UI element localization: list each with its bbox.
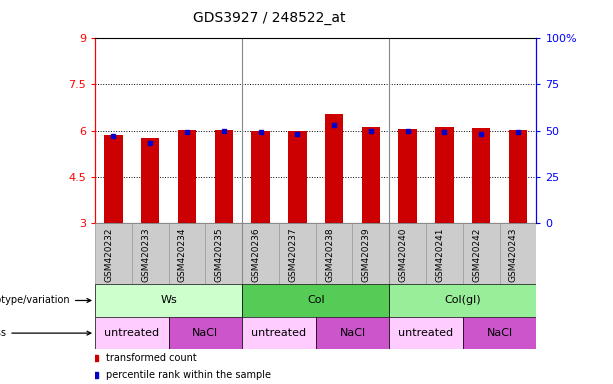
Text: Col: Col <box>307 295 324 306</box>
Text: genotype/variation: genotype/variation <box>0 295 91 306</box>
Bar <box>132 223 169 284</box>
Bar <box>500 223 536 284</box>
Text: transformed count: transformed count <box>106 353 197 363</box>
Bar <box>398 129 417 223</box>
Text: GSM420241: GSM420241 <box>435 228 444 282</box>
Bar <box>316 317 389 349</box>
Bar <box>178 130 196 223</box>
Text: GSM420235: GSM420235 <box>215 228 224 282</box>
Bar <box>389 223 426 284</box>
Text: untreated: untreated <box>251 328 306 338</box>
Bar <box>251 131 270 223</box>
Bar <box>104 135 123 223</box>
Text: untreated: untreated <box>104 328 159 338</box>
Bar <box>95 223 132 284</box>
Text: GSM420234: GSM420234 <box>178 228 187 282</box>
Bar <box>389 317 463 349</box>
Bar <box>472 128 490 223</box>
Bar <box>288 131 306 223</box>
Text: NaCl: NaCl <box>192 328 218 338</box>
Bar <box>242 284 389 317</box>
Bar <box>169 223 205 284</box>
Bar <box>389 284 536 317</box>
Bar <box>95 284 242 317</box>
Text: percentile rank within the sample: percentile rank within the sample <box>106 370 271 381</box>
Text: GSM420242: GSM420242 <box>472 228 481 282</box>
Text: GSM420232: GSM420232 <box>104 228 113 282</box>
Text: Ws: Ws <box>160 295 177 306</box>
Bar <box>352 223 389 284</box>
Bar <box>463 223 500 284</box>
Bar <box>316 223 352 284</box>
Text: GSM420243: GSM420243 <box>509 228 518 282</box>
Text: NaCl: NaCl <box>340 328 365 338</box>
Text: GSM420240: GSM420240 <box>398 228 408 282</box>
Bar <box>215 130 233 223</box>
Bar <box>141 138 159 223</box>
Bar <box>242 317 316 349</box>
Text: stress: stress <box>0 328 91 338</box>
Text: Col(gl): Col(gl) <box>444 295 481 306</box>
Bar <box>169 317 242 349</box>
Text: NaCl: NaCl <box>487 328 512 338</box>
Bar <box>242 223 279 284</box>
Text: GSM420236: GSM420236 <box>251 228 261 282</box>
Bar <box>426 223 463 284</box>
Bar <box>463 317 536 349</box>
Bar <box>362 127 380 223</box>
Bar <box>95 317 169 349</box>
Bar <box>325 114 343 223</box>
Text: GSM420233: GSM420233 <box>141 228 150 282</box>
Text: GSM420237: GSM420237 <box>288 228 297 282</box>
Text: GDS3927 / 248522_at: GDS3927 / 248522_at <box>194 11 346 25</box>
Bar <box>205 223 242 284</box>
Text: GSM420239: GSM420239 <box>362 228 371 282</box>
Bar <box>509 130 527 223</box>
Text: GSM420238: GSM420238 <box>325 228 334 282</box>
Bar <box>279 223 316 284</box>
Bar <box>435 127 454 223</box>
Text: untreated: untreated <box>398 328 454 338</box>
